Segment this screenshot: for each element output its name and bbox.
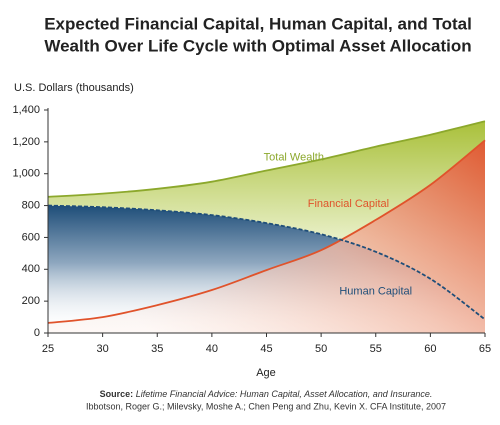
- y-tick-label: 800: [22, 199, 40, 211]
- x-tick-label: 60: [424, 343, 436, 355]
- x-tick-label: 30: [97, 343, 109, 355]
- source-label: Source:: [100, 389, 134, 399]
- line: [47, 204, 486, 321]
- x-tick-label: 55: [370, 343, 382, 355]
- y-tick-label: 200: [22, 295, 40, 307]
- source: Source: Lifetime Financial Advice: Human…: [100, 389, 433, 399]
- y-tick-label: 400: [22, 263, 40, 275]
- series-label: Human Capital: [339, 285, 412, 297]
- y-tick-label: 0: [34, 327, 40, 339]
- x-axis-label: Age: [256, 367, 276, 379]
- source-authors: Ibbotson, Roger G.; Milevsky, Moshe A.; …: [86, 401, 446, 411]
- plot-area: Total Wealth Financial Capital Human Capit…: [12, 104, 491, 355]
- x-tick-label: 25: [42, 343, 54, 355]
- source-title: Lifetime Financial Advice: Human Capital…: [136, 389, 433, 399]
- x-tick-label: 35: [151, 343, 163, 355]
- area-fill: [48, 140, 485, 333]
- chart-title: Expected Financial Capital, Human Capita…: [44, 14, 472, 33]
- x-tick-label: 40: [206, 343, 218, 355]
- x-tick-label: 45: [260, 343, 272, 355]
- line: [47, 139, 486, 324]
- series-label: Financial Capital: [308, 198, 389, 210]
- series-label: Total Wealth: [264, 152, 324, 164]
- area-fill: [48, 121, 485, 320]
- y-axis-label: U.S. Dollars (thousands): [14, 82, 134, 94]
- chart-title: Wealth Over Life Cycle with Optimal Asse…: [44, 36, 471, 55]
- y-tick-label: 1,000: [12, 168, 40, 180]
- x-tick-label: 65: [479, 343, 491, 355]
- x-tick-label: 50: [315, 343, 327, 355]
- line: [47, 120, 486, 198]
- y-tick-label: 600: [22, 231, 40, 243]
- y-tick-label: 1,200: [12, 136, 40, 148]
- y-tick-label: 1,400: [12, 104, 40, 116]
